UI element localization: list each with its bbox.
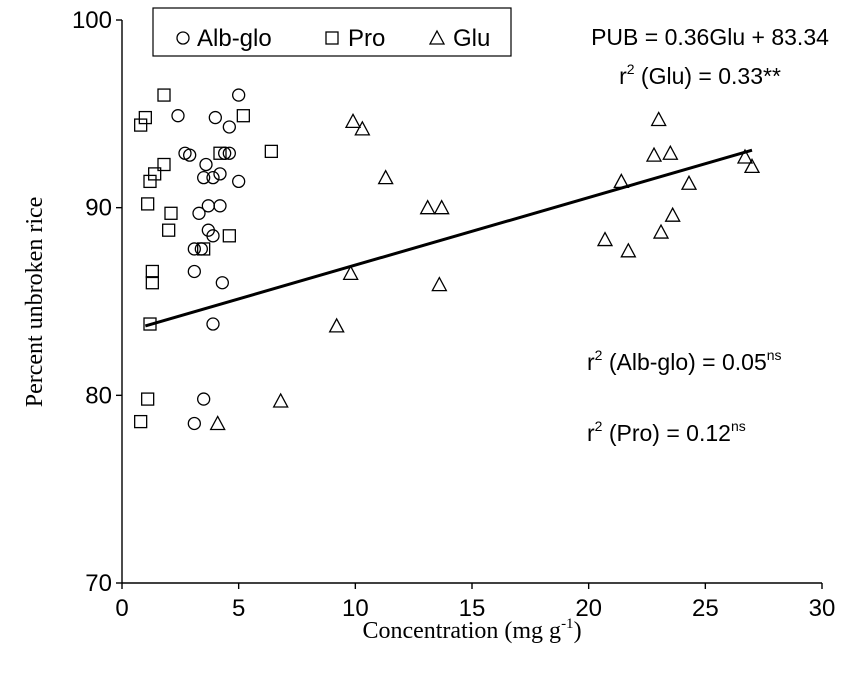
glu-point xyxy=(743,158,761,174)
alb-glo-point xyxy=(192,206,206,220)
alb-glo-point xyxy=(208,110,222,125)
alb-glo-point xyxy=(197,170,211,185)
glu-point xyxy=(344,112,362,128)
x-tick-label: 5 xyxy=(232,595,245,622)
r2-alb-glo-annotation: r2 (Alb-glo) = 0.05ns xyxy=(587,347,782,375)
pro-point xyxy=(197,242,211,256)
alb-glo-point xyxy=(222,146,236,160)
pro-point xyxy=(141,197,155,211)
alb-glo-point xyxy=(232,88,246,102)
alb-glo-point xyxy=(222,120,236,134)
glu-point xyxy=(209,415,226,431)
data-points-layer xyxy=(134,88,761,431)
glu-point xyxy=(354,120,371,136)
glu-point xyxy=(431,276,448,292)
pro-point xyxy=(264,144,278,159)
alb-glo-point xyxy=(183,148,197,162)
y-axis-title: Percent unbroken rice xyxy=(22,197,48,408)
pro-point xyxy=(148,167,162,181)
regression-equation: PUB = 0.36Glu + 83.34 xyxy=(591,24,829,50)
y-tick-label: 80 xyxy=(85,382,112,409)
glu-point xyxy=(596,231,614,247)
y-tick-label: 90 xyxy=(85,195,112,222)
pro-point xyxy=(143,174,157,189)
glu-point xyxy=(328,317,345,333)
glu-point xyxy=(613,173,630,189)
alb-glo-point xyxy=(187,264,201,279)
pro-point xyxy=(141,392,155,406)
pro-point xyxy=(236,109,250,123)
alb-glo-point xyxy=(206,229,220,243)
pro-point xyxy=(134,414,148,429)
glu-point xyxy=(377,169,394,185)
trendline-layer xyxy=(144,148,753,328)
x-tick-label: 0 xyxy=(115,595,128,622)
pro-point xyxy=(145,276,159,290)
x-tick-label: 20 xyxy=(575,595,602,622)
pro-point xyxy=(222,229,236,243)
glu-point xyxy=(664,206,681,222)
legend-square-marker xyxy=(325,31,339,45)
x-axis-title-end: ) xyxy=(574,618,582,644)
glu-point xyxy=(645,146,663,162)
axis-tick-labels: 0 5 10 15 20 25 30 70 80 90 100 xyxy=(72,7,835,622)
x-tick-label: 30 xyxy=(809,595,836,622)
alb-glo-point xyxy=(206,317,220,331)
glu-point xyxy=(662,144,679,160)
pro-point xyxy=(162,223,176,237)
legend-circle-marker xyxy=(176,31,190,45)
alb-glo-point xyxy=(197,392,211,406)
legend: Alb-glo Pro Glu xyxy=(152,7,512,57)
x-axis-title: Concentration (mg g-1) xyxy=(362,616,581,644)
alb-glo-point xyxy=(187,242,201,256)
r2-pro-annotation: r2 (Pro) = 0.12ns xyxy=(587,418,746,446)
legend-label-alb-glo: Alb-glo xyxy=(197,25,272,52)
alb-glo-point xyxy=(187,416,201,431)
y-tick-label: 100 xyxy=(72,7,112,34)
x-axis-title-superscript: -1 xyxy=(561,616,574,632)
alb-glo-point xyxy=(199,157,213,172)
glu-point xyxy=(433,199,450,215)
pro-point xyxy=(157,157,171,172)
pro-point xyxy=(164,206,178,220)
r2-glu-annotation: r2 (Glu) = 0.33** xyxy=(619,61,781,89)
glu-point xyxy=(620,242,637,258)
axis-ticks xyxy=(116,19,823,589)
legend-triangle-marker xyxy=(428,29,446,45)
pro-point xyxy=(157,88,171,102)
alb-glo-point xyxy=(232,174,246,189)
alb-glo-point xyxy=(213,167,227,181)
glu-trendline xyxy=(144,148,753,328)
pro-point xyxy=(138,110,152,125)
glu-point xyxy=(342,264,359,281)
alb-glo-point xyxy=(213,199,227,213)
pro-point xyxy=(143,317,157,331)
y-tick-label: 70 xyxy=(85,570,112,597)
glu-point xyxy=(419,199,436,215)
legend-label-pro: Pro xyxy=(348,25,385,52)
x-tick-label: 10 xyxy=(342,595,369,622)
pro-point xyxy=(213,146,227,160)
alb-glo-point xyxy=(215,276,229,290)
glu-point xyxy=(680,174,698,190)
legend-label-glu: Glu xyxy=(453,25,490,52)
glu-point xyxy=(652,223,670,239)
x-tick-label: 25 xyxy=(692,595,719,622)
glu-point xyxy=(272,392,289,408)
glu-point xyxy=(650,111,667,127)
glu-point xyxy=(736,148,754,164)
alb-glo-point xyxy=(171,109,185,123)
pro-point xyxy=(134,118,148,132)
pro-point xyxy=(145,264,159,279)
x-tick-label: 15 xyxy=(459,595,486,622)
alb-glo-point xyxy=(206,170,220,185)
